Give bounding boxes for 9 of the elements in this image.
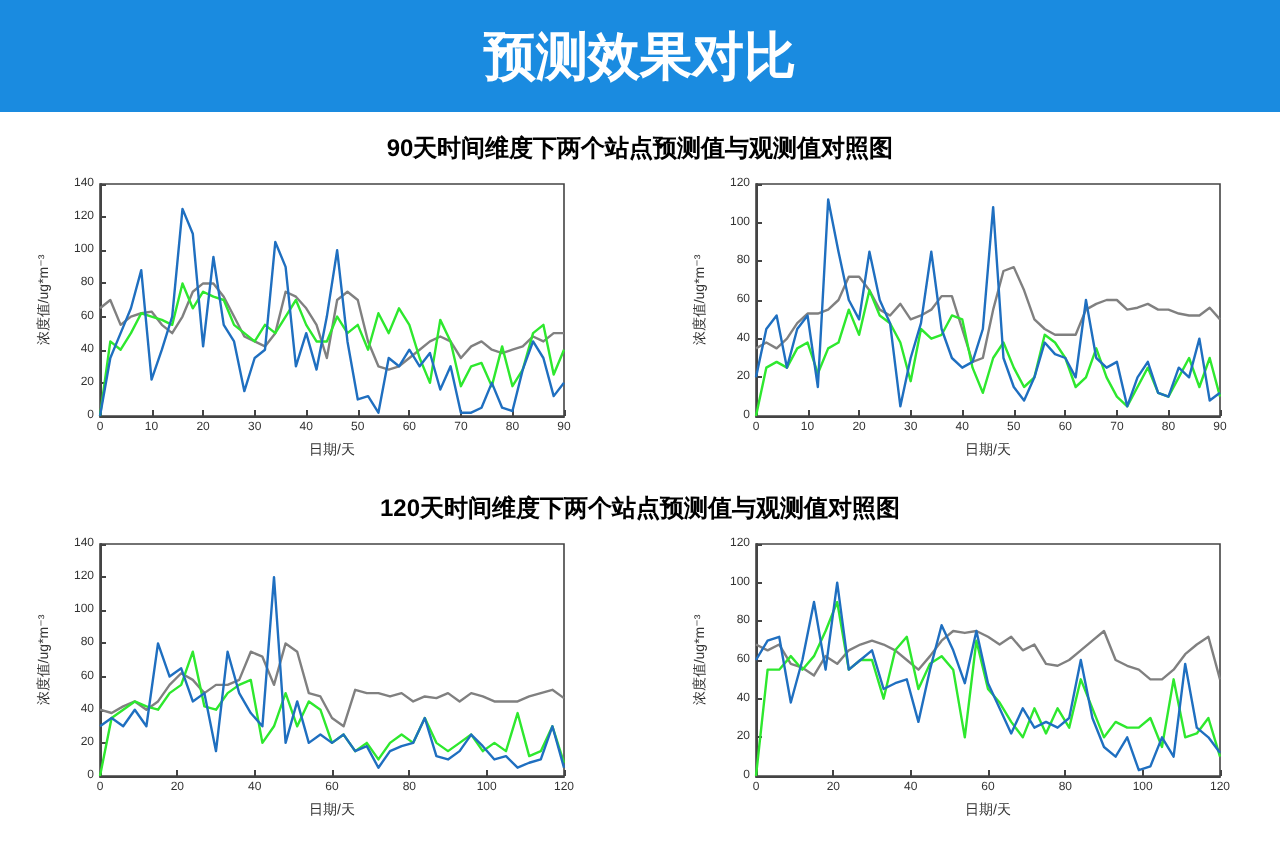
chart-title: 预测效果对比 [0,0,1280,112]
text: 90天时间维度下两个站点预测值与观测值对照图 [384,132,896,166]
line-series [98,282,566,371]
line-series [754,629,1222,681]
line-series [98,642,566,728]
line-series [754,265,1222,364]
text: 120天时间维度下两个站点预测值与观测值对照图 [377,492,903,526]
line-series [98,575,566,769]
line-series [754,198,1222,408]
